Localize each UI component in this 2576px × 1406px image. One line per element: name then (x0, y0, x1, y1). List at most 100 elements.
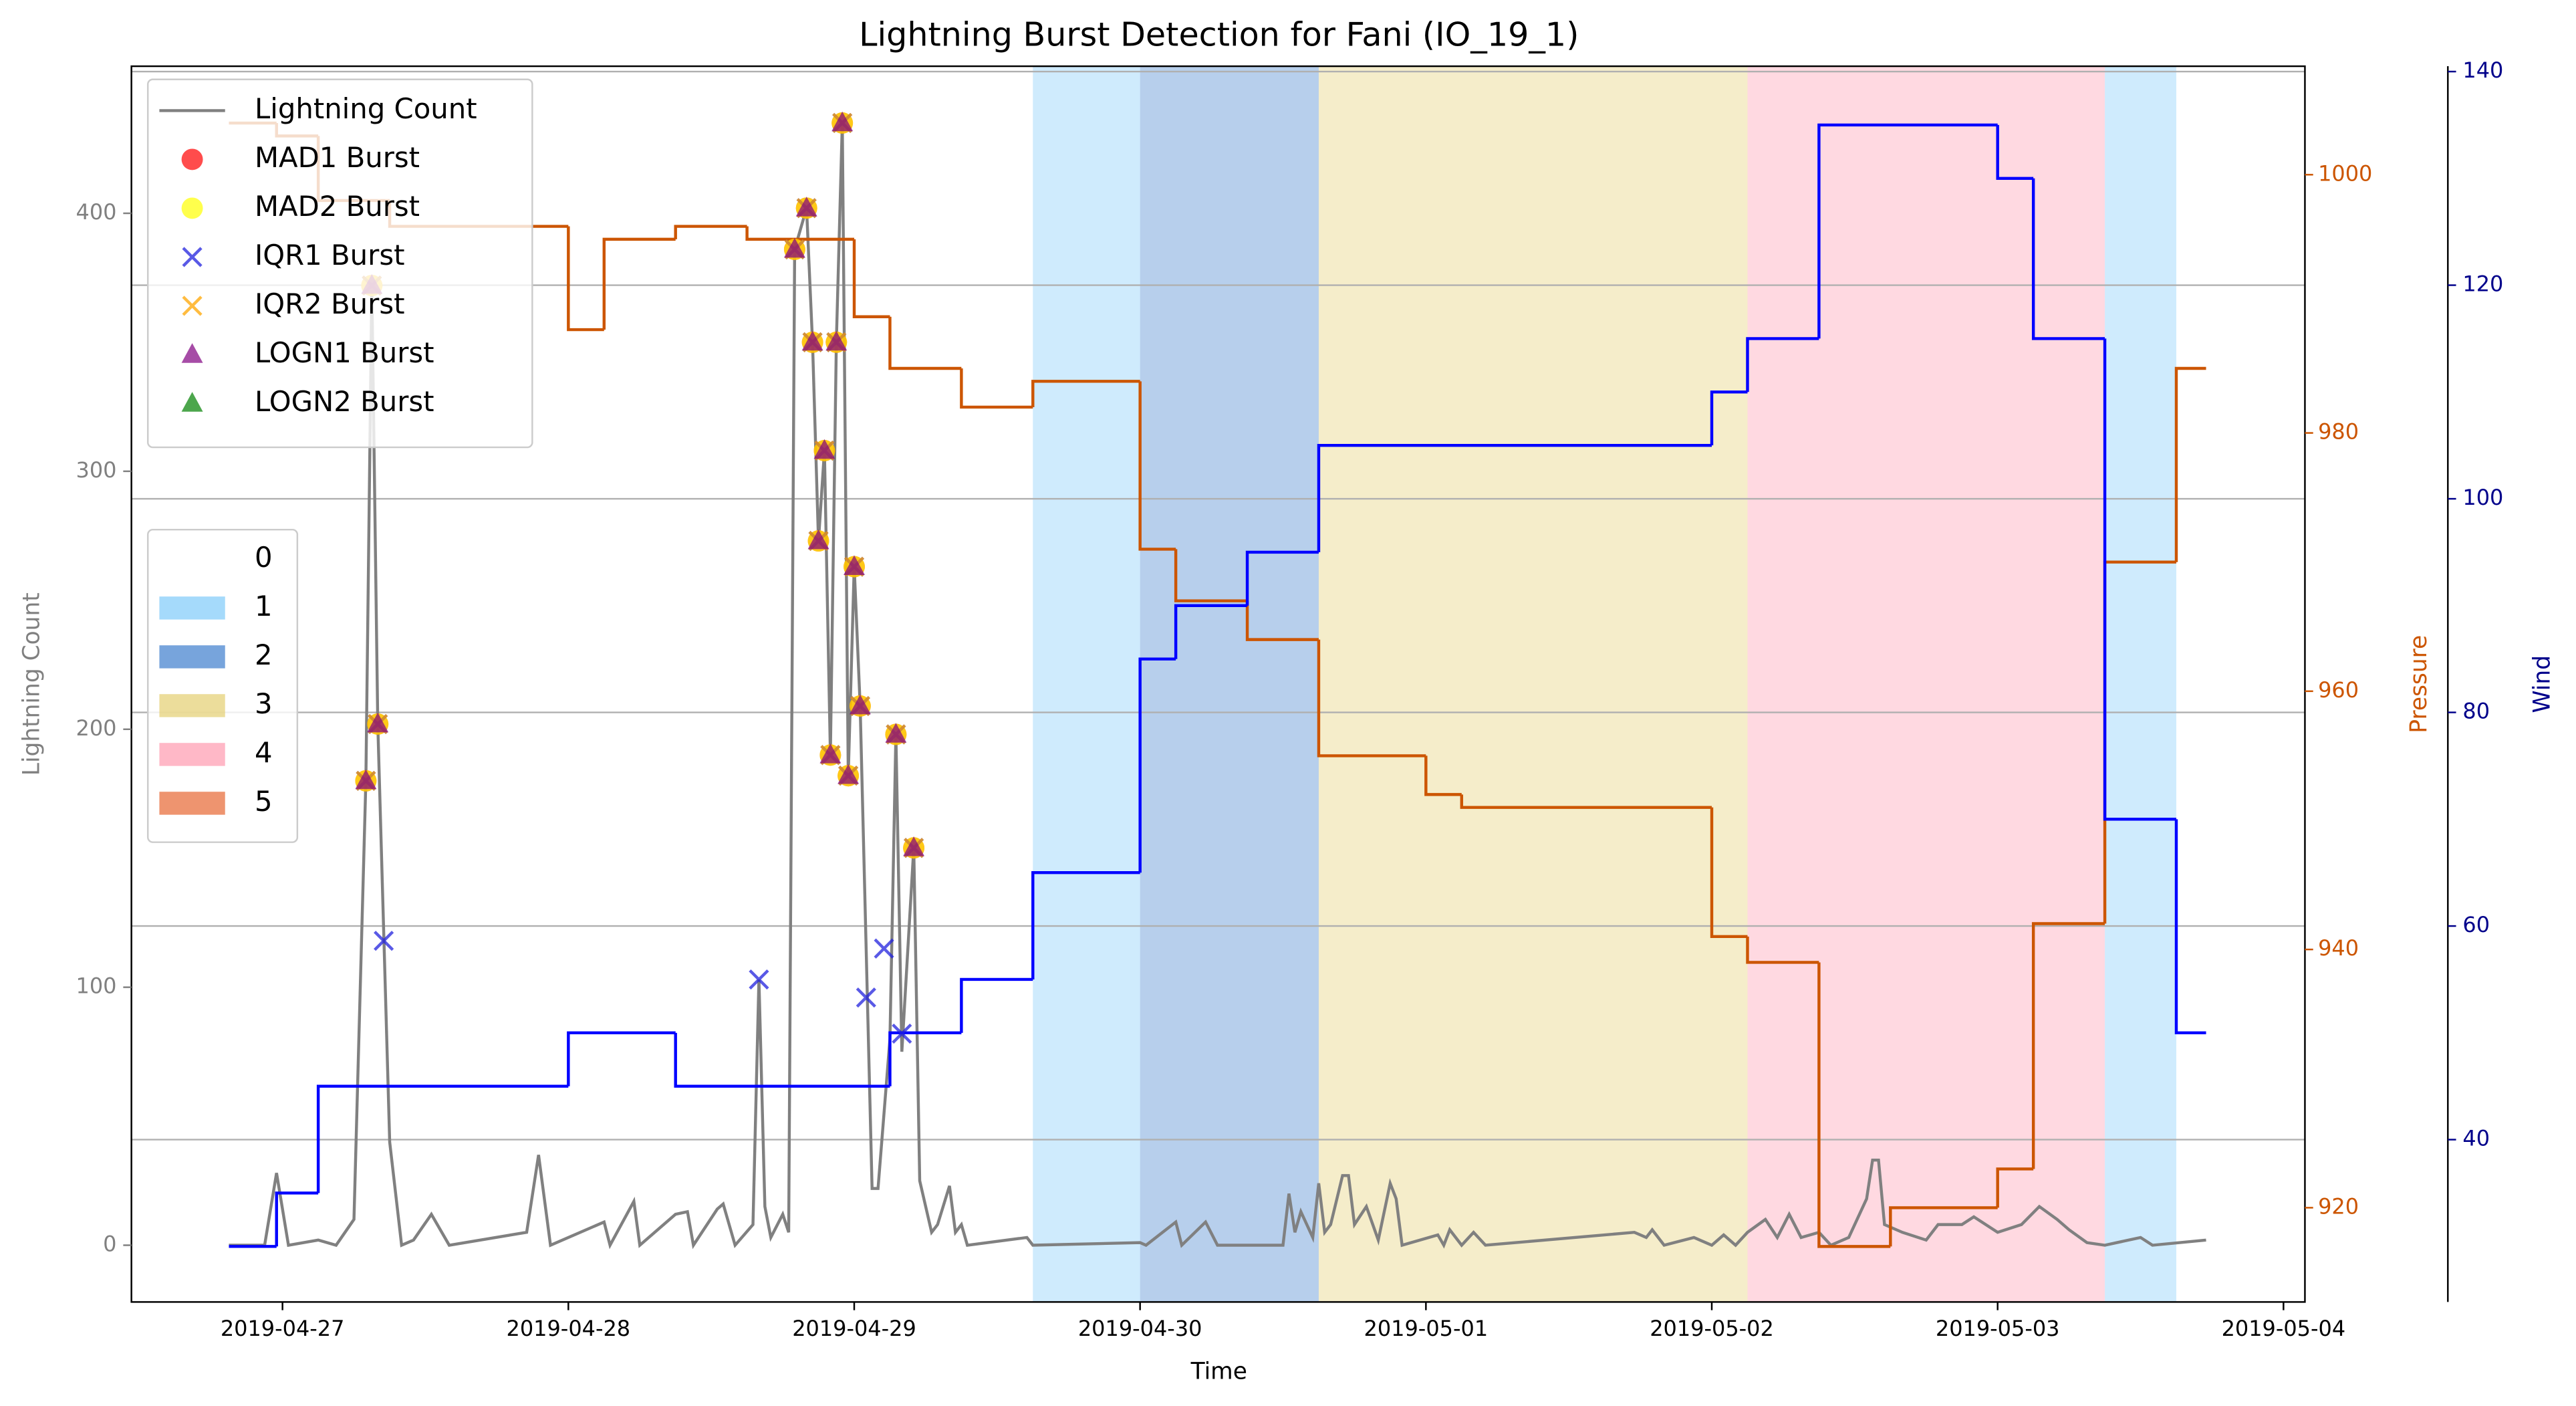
step-segment (602, 237, 676, 330)
y-tick-label: 200 (76, 715, 117, 741)
step-segment (1817, 962, 1891, 1248)
step-segment (2031, 178, 2105, 340)
x-tick-label: 2019-04-28 (507, 1316, 631, 1341)
legend-patch (159, 596, 225, 620)
burst-marker (783, 237, 805, 258)
legend-marker (181, 392, 203, 412)
legend-patch (159, 694, 225, 717)
legend-patch (159, 743, 225, 766)
step-segment (1031, 380, 1140, 407)
step-segment (1996, 124, 2034, 181)
category-span (1033, 66, 1140, 1302)
x-tick-label: 2019-04-27 (221, 1316, 345, 1341)
category-span (1747, 66, 2105, 1302)
burst-marker (903, 836, 925, 856)
step-segment (2031, 922, 2105, 1169)
y3-tick-label: 140 (2462, 57, 2503, 83)
burst-marker (856, 987, 876, 1008)
y3-tick-label: 60 (2462, 912, 2490, 937)
step-segment (1138, 657, 1176, 873)
step-segment (674, 225, 747, 239)
step-segment (960, 368, 1033, 409)
y-tick-label: 0 (103, 1232, 116, 1257)
burst-marker (813, 439, 835, 459)
y3-tick-label: 100 (2462, 485, 2503, 510)
step-segment (567, 1031, 676, 1086)
category-span (2105, 66, 2176, 1302)
legend-marker (182, 247, 203, 267)
burst-marker (838, 764, 860, 784)
burst-marker (885, 723, 907, 743)
step-segment (1996, 1167, 2034, 1208)
legend-box (146, 78, 533, 449)
burst-marker (795, 197, 817, 217)
y3-tick-label: 80 (2462, 699, 2490, 724)
step-segment (316, 1084, 569, 1193)
y2-tick-label: 920 (2318, 1193, 2359, 1219)
burst-marker (844, 555, 865, 575)
step-segment (1031, 870, 1140, 979)
step-segment (1746, 936, 1819, 964)
series-line (229, 122, 2206, 1250)
legend-label: MAD2 Burst (255, 190, 420, 223)
y3-tick-label: 40 (2462, 1126, 2490, 1151)
x-tick-label: 2019-04-30 (1078, 1316, 1202, 1341)
chart-title: Lightning Burst Detection for Fani (IO_1… (859, 15, 1579, 53)
legend-patch (159, 645, 225, 669)
step-segment (1245, 550, 1319, 606)
legend-label: 5 (255, 785, 273, 818)
x-tick-label: 2019-05-02 (1650, 1316, 1774, 1341)
burst-marker (831, 111, 854, 132)
y3-axis-label: Wind (2529, 655, 2555, 713)
burst-marker (825, 330, 848, 351)
legend-label: LOGN2 Burst (255, 385, 434, 418)
category-span (1140, 66, 1319, 1302)
y3-tick-label: 120 (2462, 271, 2503, 297)
legend-label: MAD1 Burst (255, 141, 420, 174)
legend-patch (159, 792, 225, 815)
y2-tick-label: 940 (2318, 935, 2359, 961)
step-segment (1174, 604, 1248, 659)
plot-background (131, 66, 2305, 1302)
step-segment (1460, 794, 1712, 809)
step-segment (852, 239, 890, 318)
legend-label: Lightning Count (255, 92, 477, 125)
burst-marker (355, 769, 377, 790)
x-tick-label: 2019-05-01 (1364, 1316, 1489, 1341)
step-segment (1138, 381, 1176, 551)
step-segment (745, 226, 854, 241)
legend-marker (181, 343, 203, 363)
burst-marker (874, 938, 894, 959)
step-segment (2103, 338, 2176, 821)
step-segment (888, 1031, 962, 1086)
x-axis-label: Time (1190, 1359, 1247, 1385)
y-tick-label: 300 (76, 457, 117, 483)
burst-marker (807, 529, 829, 550)
step-segment (1889, 1206, 1998, 1247)
step-segment (1174, 549, 1248, 602)
step-segment (1817, 123, 1998, 339)
burst-marker (801, 330, 823, 351)
burst-marker (749, 969, 769, 990)
burst-marker (849, 694, 871, 715)
step-segment (567, 226, 604, 332)
legend-label: IQR1 Burst (255, 239, 405, 271)
step-segment (674, 1032, 890, 1088)
y-axis-label: Lightning Count (19, 592, 45, 776)
y2-tick-label: 960 (2318, 677, 2359, 703)
x-tick-label: 2019-05-04 (2222, 1316, 2346, 1341)
legend-label: 2 (255, 638, 273, 671)
legend-label: IQR2 Burst (255, 287, 405, 320)
legend-marker (181, 148, 203, 170)
legend-label: 3 (255, 687, 273, 720)
category-span (1318, 66, 1748, 1302)
step-segment (960, 977, 1033, 1033)
step-segment (1710, 807, 1748, 939)
y-tick-label: 100 (76, 973, 117, 999)
step-segment (1710, 390, 1748, 446)
y2-axis-label: Pressure (2406, 635, 2432, 733)
step-segment (1746, 337, 1819, 392)
burst-marker (892, 1024, 912, 1044)
legend-label: 4 (255, 736, 273, 769)
step-segment (2174, 366, 2206, 562)
